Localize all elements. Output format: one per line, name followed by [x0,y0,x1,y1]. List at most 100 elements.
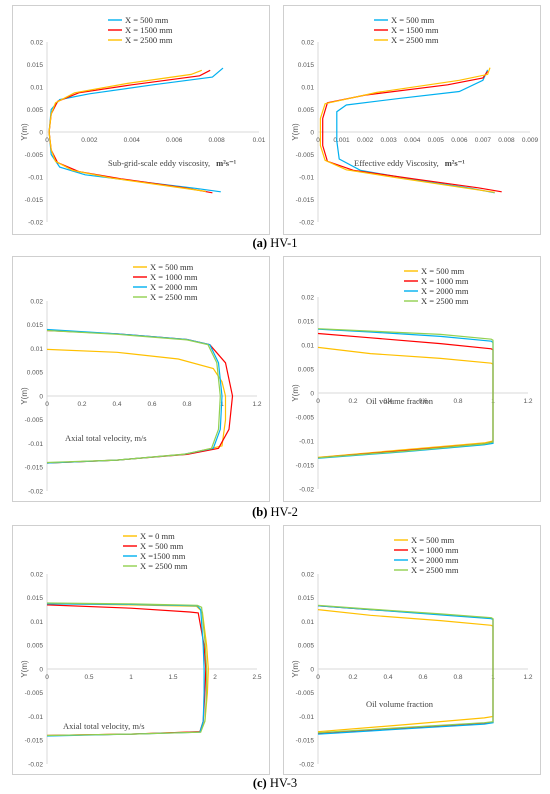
legend-label: X = 1000 mm [421,276,469,286]
x-tick-label: 0.004 [124,137,141,144]
y-tick-label: -0.02 [299,761,314,768]
figure-caption-c: (c) HV-3 [0,776,550,791]
x-tick-label: 0.008 [208,137,225,144]
chart-svg: 0.02 0.015 0.01 0.005 0 -0.005 -0.01 -0.015 -0.0… [291,266,533,493]
y-tick-label: -0.01 [28,174,43,181]
y-tick-label: 0.015 [298,318,315,325]
y-tick-label: -0.01 [299,174,314,181]
x-tick-label: 0.8 [453,398,462,405]
y-tick-label: -0.02 [28,488,43,495]
y-axis-title: Y(m) [20,387,29,405]
y-axis-title: Y(m) [291,123,300,141]
y-tick-label: -0.005 [296,690,315,697]
y-tick-label: 0.01 [301,619,314,626]
y-tick-label: -0.015 [25,738,44,745]
y-tick-label: -0.005 [296,152,315,159]
y-tick-label: 0 [39,129,43,136]
y-tick-label: 0.02 [301,39,314,46]
y-tick-label: -0.02 [28,761,43,768]
x-tick-label: 0.2 [77,401,86,408]
y-axis-title: Y(m) [20,660,29,678]
y-tick-label: 0 [310,666,314,673]
y-tick-label: 0 [310,390,314,397]
y-tick-label: 0.02 [30,298,43,305]
series-line [317,605,494,735]
y-tick-label: 0.02 [30,571,43,578]
y-tick-label: -0.015 [296,197,315,204]
chart-svg: 0.02 0.015 0.01 0.005 0 -0.005 -0.01 -0.015 -0.0… [291,15,539,226]
x-tick-label: 0.6 [418,674,427,681]
series-line [317,609,494,733]
x-tick-label: 0 [316,137,320,144]
y-tick-label: -0.005 [25,690,44,697]
y-tick-label: 0.02 [301,571,314,578]
y-tick-label: -0.01 [28,714,43,721]
x-axis-title: Sub-grid-scale eddy viscosity, m²s⁻¹ [108,158,237,168]
y-tick-label: 0.005 [298,366,315,373]
legend-label: X = 500 mm [391,15,435,25]
y-tick-label: -0.02 [299,219,314,226]
legend-label: X = 1500 mm [125,25,173,35]
legend-label: X = 1000 mm [150,272,198,282]
x-tick-label: 0 [45,401,49,408]
chart-panel-a-right: 0.02 0.015 0.01 0.005 0 -0.005 -0.01 -0.015 -0.0… [283,5,541,235]
y-tick-label: -0.015 [296,738,315,745]
y-tick-label: 0 [39,666,43,673]
x-tick-label: 0.6 [418,398,427,405]
x-tick-label: 0.4 [112,401,121,408]
x-tick-label: 0.009 [522,137,539,144]
legend-label: X = 2000 mm [411,555,459,565]
chart-svg: 0.02 0.015 0.01 0.005 0 -0.005 -0.01 -0.015 -0.0… [291,535,533,768]
x-tick-label: 0 [45,674,49,681]
series-line [46,348,227,464]
series-line [48,69,207,192]
caption-letter: (c) [252,776,267,790]
y-tick-label: 0 [310,129,314,136]
legend-label: X =1500 mm [140,551,186,561]
x-axis-unit: m²s⁻¹ [216,158,236,168]
series-line [317,328,494,459]
y-tick-label: 0.015 [27,595,44,602]
y-tick-label: 0.005 [27,370,44,377]
x-axis-title: Axial total velocity, m/s [65,433,147,443]
series-line [46,604,207,737]
x-tick-label: 0.2 [348,398,357,405]
y-tick-label: 0.005 [27,643,44,650]
x-axis-title: Oil volume fraction [366,396,434,406]
chart-svg: 0.02 0.015 0.01 0.005 0 -0.005 -0.01 -0.015 -0.0… [20,531,262,768]
legend-label: X = 500 mm [421,266,465,276]
y-tick-label: -0.005 [296,414,315,421]
x-tick-label: 0.003 [381,137,398,144]
x-tick-label: 0.006 [451,137,468,144]
legend-label: X = 500 mm [411,535,455,545]
series-line [46,602,208,737]
x-tick-label: 0.005 [428,137,445,144]
x-tick-label: 0 [316,398,320,405]
series-line [48,67,224,193]
series-line [46,329,221,464]
series-line [317,604,494,734]
x-tick-label: 0.002 [357,137,374,144]
x-tick-label: 0.006 [166,137,183,144]
y-tick-label: 0.01 [30,84,43,91]
legend-label: X = 500 mm [150,262,194,272]
caption-letter: (a) [252,236,268,250]
x-tick-label: 1 [220,401,224,408]
y-tick-label: 0.01 [301,84,314,91]
x-tick-label: 0 [316,674,320,681]
x-tick-label: 0.2 [348,674,357,681]
legend-label: X = 0 mm [140,531,175,541]
series-line [319,67,495,193]
y-tick-label: -0.02 [299,486,314,493]
x-tick-label: 2.5 [252,674,261,681]
legend-label: X = 2500 mm [411,565,459,575]
legend-label: X = 2500 mm [150,292,198,302]
y-tick-label: 0.01 [30,619,43,626]
x-tick-label: 0.002 [81,137,98,144]
y-tick-label: -0.005 [25,417,44,424]
x-tick-label: 1 [129,674,133,681]
y-axis-title: Y(m) [291,660,300,678]
legend-label: X = 1000 mm [411,545,459,555]
legend-label: X = 2000 mm [421,286,469,296]
y-tick-label: -0.02 [28,219,43,226]
